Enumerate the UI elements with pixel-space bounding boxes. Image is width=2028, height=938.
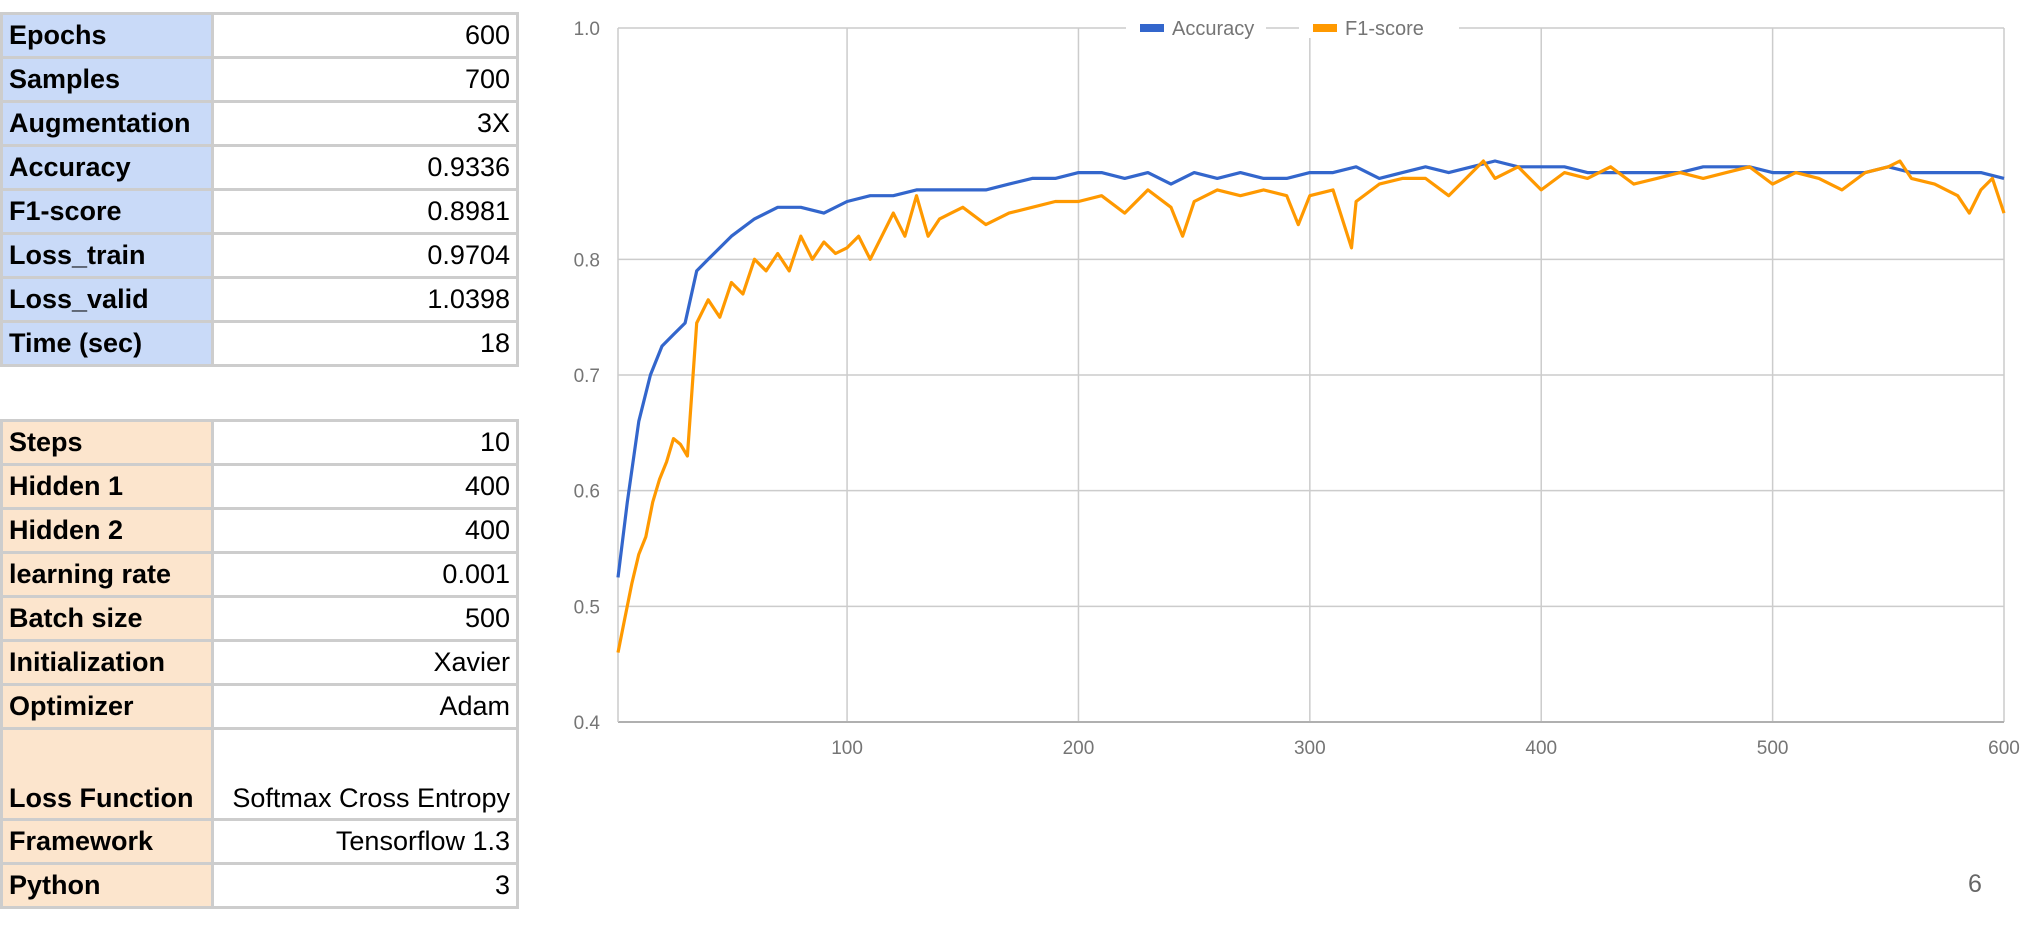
- y-tick-label: 0.6: [574, 482, 600, 503]
- param-value: 0.9336: [211, 144, 519, 191]
- table-row: Epochs 600: [0, 12, 519, 59]
- x-tick-label: 200: [1063, 738, 1095, 759]
- param-label: Accuracy: [0, 144, 214, 191]
- param-value: 18: [211, 320, 519, 367]
- table-row: Augmentation 3X: [0, 100, 519, 147]
- param-label: Hidden 2: [0, 507, 214, 554]
- param-label: Batch size: [0, 595, 214, 642]
- param-label: Loss_train: [0, 232, 214, 279]
- table-row: Loss_train 0.9704: [0, 232, 519, 279]
- y-tick-label: 0.5: [574, 597, 600, 618]
- legend-label: F1-score: [1345, 18, 1424, 40]
- param-label: Epochs: [0, 12, 214, 59]
- training-results-body: Epochs 600 Samples 700 Augmentation 3X Accurac…: [0, 12, 519, 367]
- param-label: Augmentation: [0, 100, 214, 147]
- param-label: Samples: [0, 56, 214, 103]
- series-line-f1-score: [616, 159, 2006, 653]
- param-value: Tensorflow 1.3: [211, 818, 519, 865]
- table-row: Accuracy 0.9336: [0, 144, 519, 191]
- y-tick-label: 0.4: [574, 713, 601, 734]
- table-row: Batch size 500: [0, 595, 519, 642]
- param-label: Time (sec): [0, 320, 214, 367]
- param-value: 3: [211, 862, 519, 909]
- table-row: Samples 700: [0, 56, 519, 103]
- param-label: Loss_valid: [0, 276, 214, 323]
- table-row: Python 3: [0, 862, 519, 909]
- param-value: Xavier: [211, 639, 519, 686]
- param-label: F1-score: [0, 188, 214, 235]
- param-value: Softmax Cross Entropy: [211, 727, 519, 821]
- param-label: Initialization: [0, 639, 214, 686]
- param-value: 3X: [211, 100, 519, 147]
- model-config-body: Steps 10 Hidden 1 400 Hidden 2 400 learning ra…: [0, 419, 519, 909]
- param-label: learning rate: [0, 551, 214, 598]
- param-label: Framework: [0, 818, 214, 865]
- param-label: Steps: [0, 419, 214, 466]
- param-value: 400: [211, 463, 519, 510]
- legend-swatch: [1313, 24, 1337, 32]
- param-value: 500: [211, 595, 519, 642]
- x-tick-label: 300: [1294, 738, 1326, 759]
- table-row: Steps 10: [0, 419, 519, 466]
- param-value: 0.001: [211, 551, 519, 598]
- training-results-table: Epochs 600 Samples 700 Augmentation 3X Accurac…: [0, 12, 519, 367]
- x-tick-label: 600: [1988, 738, 2020, 759]
- param-value: 400: [211, 507, 519, 554]
- param-value: 600: [211, 12, 519, 59]
- x-tick-label: 500: [1757, 738, 1789, 759]
- x-tick-label: 100: [831, 738, 863, 759]
- accuracy-f1-line-chart: 1.0 0.8 0.7 0.6 0.5 0.4 100 200 300 400 500 600 Accu…: [574, 18, 2020, 759]
- param-label: Python: [0, 862, 214, 909]
- table-row: Loss_valid 1.0398: [0, 276, 519, 323]
- legend-swatch: [1140, 24, 1164, 32]
- param-value: Adam: [211, 683, 519, 730]
- table-row: learning rate 0.001: [0, 551, 519, 598]
- model-config-table: Steps 10 Hidden 1 400 Hidden 2 400 learning ra…: [0, 419, 519, 909]
- param-label: Optimizer: [0, 683, 214, 730]
- y-tick-label: 0.8: [574, 250, 600, 271]
- legend-bg: [1126, 18, 1266, 38]
- table-row: Loss Function Softmax Cross Entropy: [0, 727, 519, 821]
- param-value: 0.9704: [211, 232, 519, 279]
- legend-label: Accuracy: [1172, 18, 1254, 40]
- param-value: 10: [211, 419, 519, 466]
- table-row: F1-score 0.8981: [0, 188, 519, 235]
- table-row: Hidden 1 400: [0, 463, 519, 510]
- y-tick-label: 1.0: [574, 19, 600, 40]
- legend-bg: [1299, 18, 1459, 38]
- page-number: 6: [1968, 870, 1982, 898]
- param-value: 700: [211, 56, 519, 103]
- table-row: Optimizer Adam: [0, 683, 519, 730]
- table-row: Hidden 2 400: [0, 507, 519, 554]
- y-tick-label: 0.7: [574, 366, 600, 387]
- table-row: Initialization Xavier: [0, 639, 519, 686]
- param-value: 1.0398: [211, 276, 519, 323]
- param-label: Loss Function: [0, 727, 214, 821]
- table-row: Framework Tensorflow 1.3: [0, 818, 519, 865]
- x-tick-label: 400: [1525, 738, 1557, 759]
- table-row: Time (sec) 18: [0, 320, 519, 367]
- param-label: Hidden 1: [0, 463, 214, 510]
- param-value: 0.8981: [211, 188, 519, 235]
- series-line-accuracy: [616, 159, 2005, 578]
